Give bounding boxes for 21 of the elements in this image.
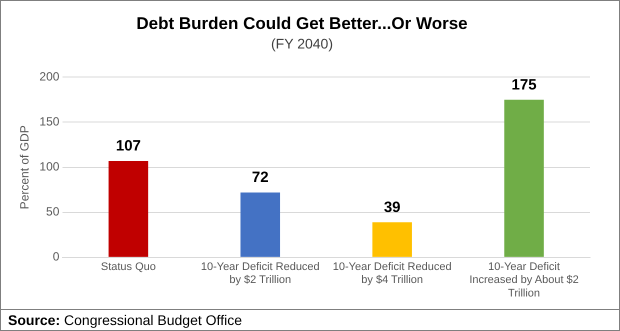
x-tick-label: 10-Year Deficit Reduced by $4 Trillion	[332, 261, 452, 286]
source-note: Source: Congressional Budget Office	[8, 312, 242, 328]
bar	[504, 100, 544, 257]
x-tick-label: Status Quo	[100, 261, 156, 274]
x-tick-label: 10-Year Deficit Reduced by $2 Trillion	[200, 261, 320, 286]
chart-subtitle: (FY 2040)	[271, 36, 333, 52]
data-label: 39	[384, 198, 400, 216]
data-label: 72	[252, 169, 269, 186]
y-axis-title: Percent of GDP	[18, 125, 32, 210]
y-tick-label: 50	[46, 204, 60, 219]
x-tick-label: 10-Year Deficit Increased by About $2 Trillion	[469, 261, 579, 300]
bar	[240, 192, 280, 257]
y-tick-label: 0	[52, 250, 60, 264]
data-label: 175	[512, 76, 537, 94]
data-label: 107	[116, 138, 141, 155]
bar	[372, 222, 412, 257]
y-tick-label: 150	[39, 114, 60, 129]
bar	[108, 160, 148, 257]
y-tick-label: 200	[39, 70, 60, 84]
chart-title: Debt Burden Could Get Better...Or Worse	[136, 14, 468, 33]
y-tick-label: 100	[39, 160, 60, 174]
